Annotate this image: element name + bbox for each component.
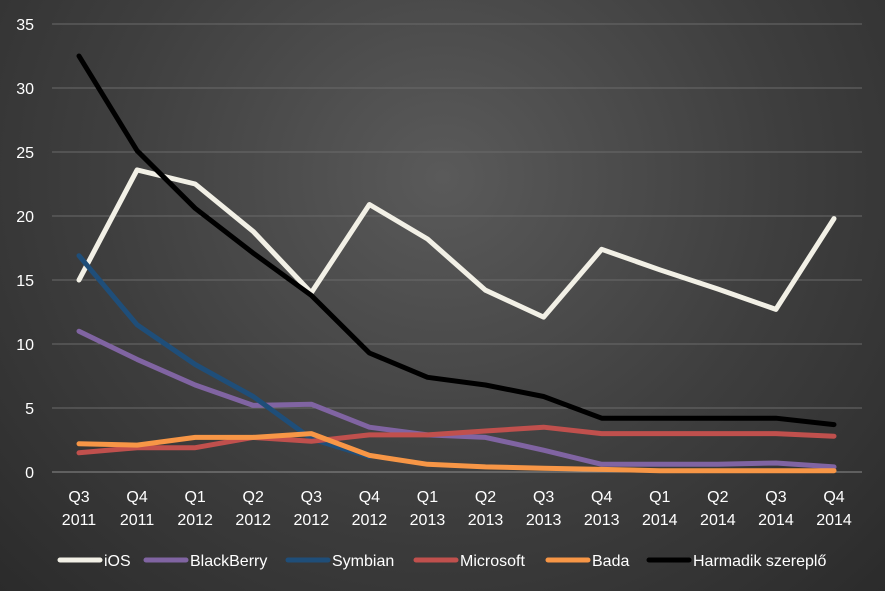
legend-label: Microsoft bbox=[460, 553, 525, 570]
legend-label: BlackBerry bbox=[190, 553, 267, 570]
x-tick-label: 2013 bbox=[410, 512, 446, 529]
x-tick-label: Q2 bbox=[243, 489, 264, 506]
series-harmadik-szereplo bbox=[76, 53, 837, 428]
y-tick-label: 0 bbox=[25, 465, 34, 482]
y-tick-label: 25 bbox=[16, 145, 34, 162]
legend-item-bada: Bada bbox=[545, 553, 629, 570]
x-tick-label: Q4 bbox=[591, 489, 612, 506]
x-tick-label: 2012 bbox=[235, 512, 271, 529]
legend-label: Bada bbox=[592, 553, 629, 570]
x-tick-label: 2014 bbox=[642, 512, 678, 529]
x-tick-label: Q3 bbox=[533, 489, 554, 506]
series-lines bbox=[76, 53, 837, 474]
series-line-microsoft bbox=[76, 424, 837, 456]
series-symbian bbox=[76, 253, 372, 460]
legend-item-harmadik-szereplo: Harmadik szereplő bbox=[646, 553, 826, 570]
x-tick-label: Q4 bbox=[359, 489, 380, 506]
x-tick-label: Q2 bbox=[475, 489, 496, 506]
series-line-harmadik-szereplo bbox=[76, 53, 837, 428]
y-axis-tick-labels: 0 5 10 15 20 25 30 35 bbox=[16, 17, 34, 482]
legend-item-ios: iOS bbox=[57, 553, 131, 570]
series-line-ios bbox=[76, 167, 837, 320]
x-tick-label: 2013 bbox=[468, 512, 504, 529]
x-tick-label: 2014 bbox=[700, 512, 736, 529]
legend-item-microsoft: Microsoft bbox=[413, 553, 525, 570]
series-line-blackberry bbox=[76, 328, 837, 470]
x-tick-label: Q1 bbox=[184, 489, 205, 506]
x-tick-label: 2012 bbox=[352, 512, 388, 529]
x-tick-label: Q3 bbox=[68, 489, 89, 506]
legend-label: Harmadik szereplő bbox=[693, 553, 826, 570]
x-tick-label: 2011 bbox=[120, 512, 155, 529]
series-line-symbian bbox=[76, 253, 372, 460]
x-tick-label: 2013 bbox=[526, 512, 562, 529]
x-tick-label: Q1 bbox=[417, 489, 438, 506]
x-tick-label: Q1 bbox=[649, 489, 670, 506]
x-tick-label: 2014 bbox=[758, 512, 794, 529]
y-tick-label: 35 bbox=[16, 17, 34, 34]
legend-item-symbian: Symbian bbox=[285, 553, 394, 570]
x-tick-label: 2012 bbox=[177, 512, 213, 529]
x-tick-label: Q3 bbox=[765, 489, 786, 506]
y-tick-label: 5 bbox=[25, 401, 34, 418]
y-tick-label: 10 bbox=[16, 337, 34, 354]
x-tick-label: Q4 bbox=[823, 489, 844, 506]
series-ios bbox=[76, 167, 837, 320]
series-bada bbox=[76, 431, 837, 474]
legend-item-blackberry: BlackBerry bbox=[143, 553, 267, 570]
x-tick-label: Q2 bbox=[707, 489, 728, 506]
x-tick-label: Q4 bbox=[126, 489, 147, 506]
gridlines bbox=[52, 23, 862, 473]
legend: iOS BlackBerry Symbian Microsoft Bada Harmadi… bbox=[57, 553, 826, 570]
legend-label: Symbian bbox=[332, 553, 394, 570]
x-tick-label: 2013 bbox=[584, 512, 620, 529]
legend-label: iOS bbox=[104, 553, 131, 570]
series-blackberry bbox=[76, 328, 837, 470]
y-tick-label: 15 bbox=[16, 273, 34, 290]
y-tick-label: 30 bbox=[16, 81, 34, 98]
x-tick-label: 2011 bbox=[62, 512, 97, 529]
x-tick-label: 2012 bbox=[294, 512, 330, 529]
series-line-bada bbox=[76, 431, 837, 474]
y-tick-label: 20 bbox=[16, 209, 34, 226]
x-axis-tick-labels: Q3 2011 Q4 2011 Q1 2012 Q2 2012 Q3 2012 Q4 2012 Q1 20… bbox=[62, 489, 852, 529]
x-tick-label: Q3 bbox=[301, 489, 322, 506]
x-tick-label: 2014 bbox=[816, 512, 852, 529]
